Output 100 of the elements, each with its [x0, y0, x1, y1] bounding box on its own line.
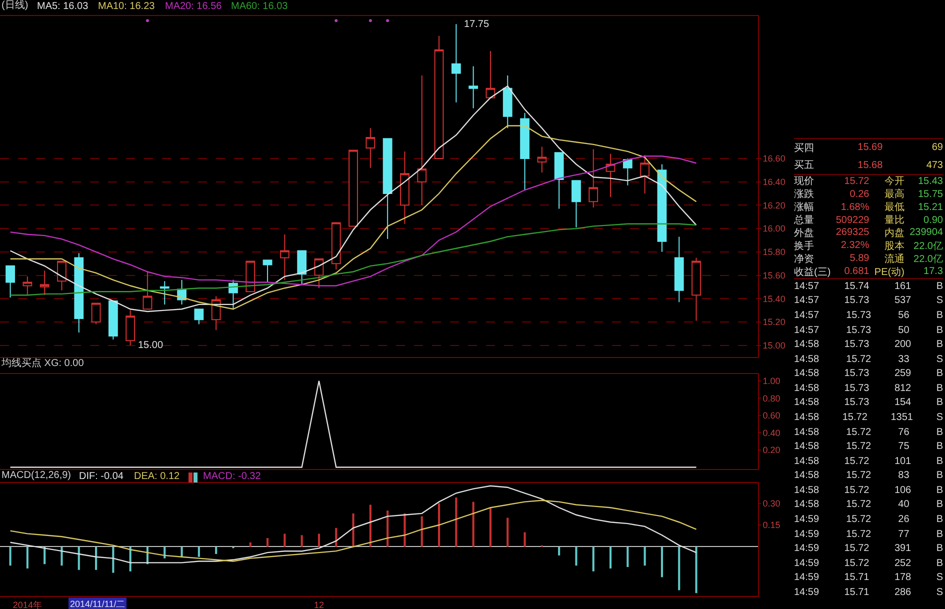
bar: [180, 546, 183, 557]
candlestick: [126, 310, 136, 346]
text: DEA: 0.12: [134, 471, 180, 482]
x-tick-label: 2014年: [12, 600, 42, 609]
line-series: [10, 223, 697, 296]
text: 0.90: [922, 214, 943, 226]
y-tick-label: 0.30: [762, 498, 780, 508]
bar: [44, 546, 46, 564]
text: 最高: [883, 188, 904, 202]
candlestick: [434, 35, 444, 159]
candlestick: [22, 276, 32, 296]
candlestick: [348, 150, 358, 227]
text: 14:59 15.72 77 B: [794, 528, 943, 540]
text: 2.32%: [840, 240, 870, 252]
candlestick: [417, 75, 427, 206]
line-series: [10, 500, 697, 562]
bar: [112, 546, 114, 573]
text: 17.3: [922, 266, 943, 278]
text: 14:57 15.74 161 B: [794, 280, 943, 292]
bar: [438, 503, 440, 547]
text: 15.72: [843, 176, 870, 187]
text: 15.43: [916, 176, 943, 187]
candlestick: [142, 271, 152, 310]
bar: [300, 535, 303, 547]
candlestick: [451, 24, 461, 103]
candlestick: [674, 236, 684, 303]
text: 最低: [883, 201, 904, 214]
candlestick: [400, 150, 410, 224]
bar: [198, 546, 200, 557]
text: 14:57 15.73 50 B: [794, 324, 943, 336]
y-tick-label: 15.60: [762, 270, 786, 280]
y-tick-label: 16.20: [762, 200, 786, 210]
line-series: [10, 485, 697, 564]
text: 14:58 15.73 812 B: [794, 382, 943, 394]
y-tick-label: 0.60: [762, 410, 780, 421]
text: 473: [926, 160, 943, 171]
candlestick: [554, 152, 564, 210]
text: 22.0亿: [912, 240, 943, 253]
text: 69: [930, 142, 943, 154]
chart-title: MACD(12,26,9): [2, 470, 71, 481]
candlestick: [606, 153, 616, 198]
bar: [215, 546, 218, 554]
text: PE(动): [874, 266, 904, 279]
text: 15.68: [858, 160, 883, 171]
bar: [60, 546, 63, 566]
candlestick: [262, 260, 272, 283]
y-tick-label: 0.40: [762, 428, 780, 438]
y-tick-label: 1.00: [762, 376, 780, 386]
y-tick-label: 15.20: [762, 317, 786, 328]
candlestick: [331, 222, 341, 270]
text: 涨跌: [794, 188, 815, 202]
y-tick-label: 15.80: [762, 247, 786, 258]
text: 内盘: [883, 226, 904, 240]
bar: [472, 502, 474, 547]
text: 14:58 15.73 154 B: [794, 397, 943, 408]
bar: [489, 508, 492, 547]
candlestick: [6, 265, 15, 298]
bar: [284, 534, 286, 547]
text: 净资: [794, 252, 815, 266]
text: 14:59 15.72 252 B: [794, 558, 943, 569]
bar: [369, 504, 372, 547]
candlestick: [194, 308, 204, 325]
y-tick-label: 16.00: [762, 224, 786, 234]
candlestick: [657, 164, 667, 252]
text: 0.26: [848, 188, 870, 200]
text: 5.89: [848, 253, 870, 264]
y-tick-label: 15.40: [762, 294, 786, 304]
bar: [386, 510, 389, 547]
text: MA5: 16.03: [37, 1, 89, 12]
text: 换手: [794, 240, 815, 253]
candlestick: [692, 257, 701, 322]
chart-title: (日线): [2, 0, 28, 11]
candlestick: [486, 50, 496, 98]
bar: [524, 532, 526, 547]
bar: [404, 513, 406, 547]
candlestick: [366, 128, 376, 168]
text: 14:58 15.73 259 B: [794, 368, 943, 380]
bar: [78, 546, 80, 570]
text: 15.69: [858, 142, 883, 154]
candlestick: [520, 112, 530, 190]
x-tick-label: 12: [314, 600, 324, 609]
text: 流通: [883, 252, 904, 266]
candlestick: [468, 66, 478, 109]
text: DIF: -0.04: [79, 471, 124, 482]
y-tick-label: 16.60: [762, 154, 786, 164]
candlestick: [108, 300, 118, 340]
y-tick-label: 0.15: [762, 520, 780, 530]
y-tick-label: 0.20: [762, 445, 780, 456]
candlestick: [160, 280, 170, 305]
text: 14:57 15.73 56 B: [794, 310, 943, 321]
text: 1.68%: [840, 202, 870, 213]
bar: [506, 518, 509, 547]
text: 14:59 15.71 178 S: [794, 572, 943, 584]
legend-label: MACD: -0.32: [203, 471, 262, 482]
bar: [626, 546, 629, 568]
candlestick: [382, 138, 392, 240]
text: 14:58 15.72 75 B: [794, 441, 943, 452]
candlestick: [228, 279, 238, 310]
text: 269325: [836, 227, 870, 238]
text: 股本: [883, 240, 904, 253]
